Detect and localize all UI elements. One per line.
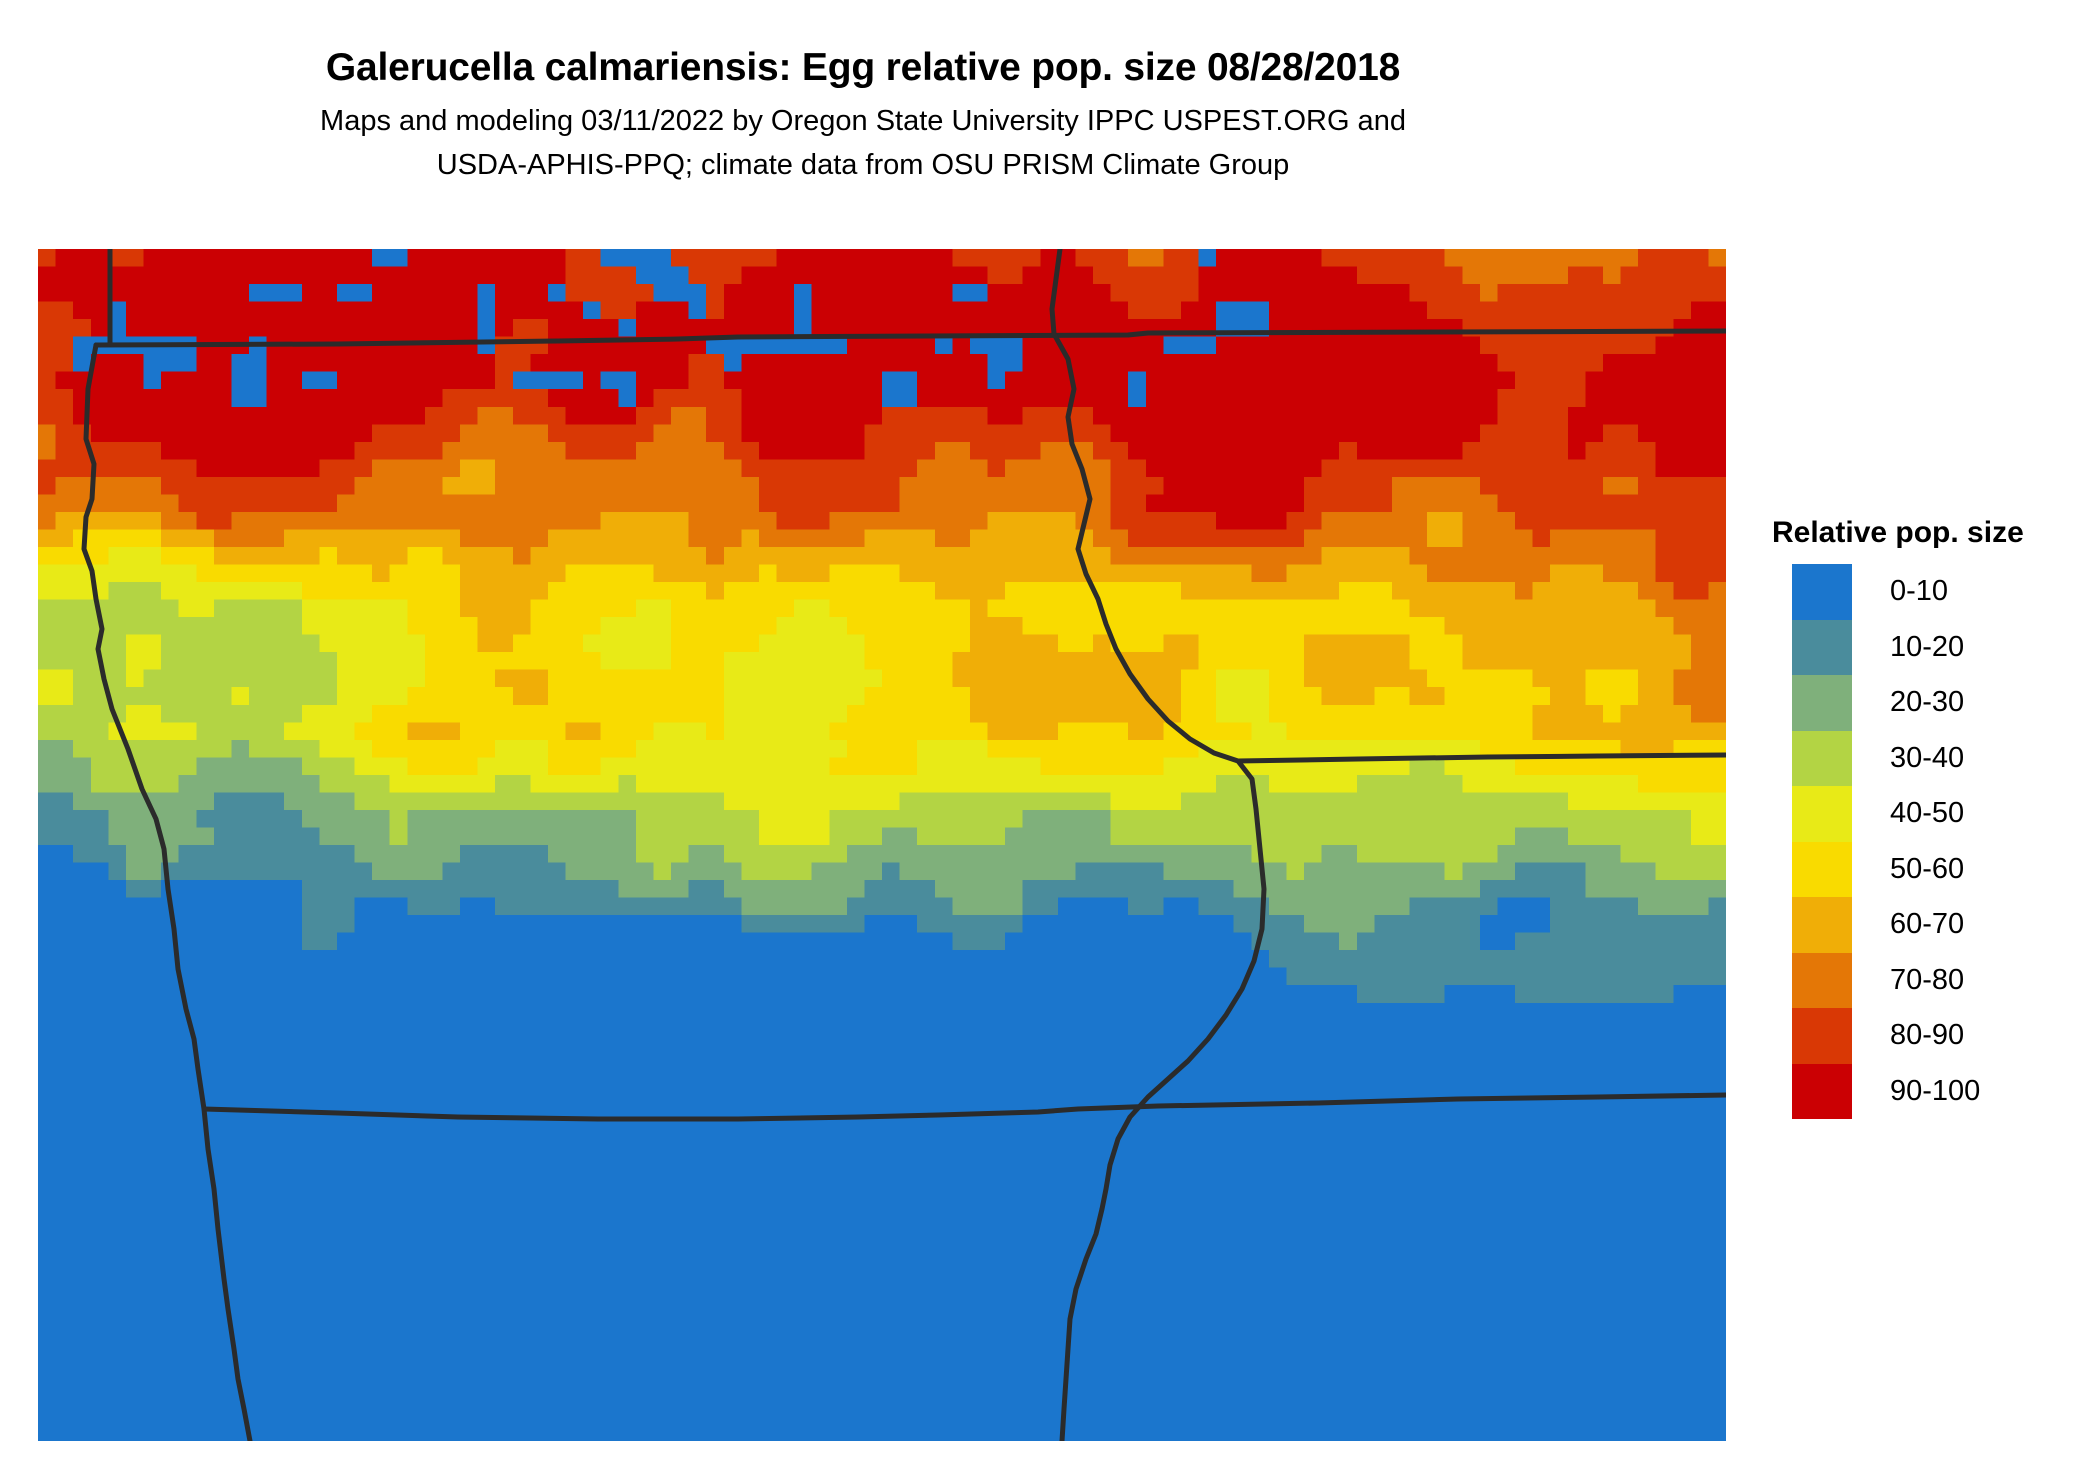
legend-item-20-30[interactable]: 20-30 — [1792, 675, 2072, 731]
legend-item-10-20[interactable]: 10-20 — [1792, 619, 2072, 675]
legend-swatch-40-50 — [1792, 786, 1852, 842]
legend-label-60-70: 60-70 — [1890, 908, 1965, 941]
border-west-vertical — [81, 342, 253, 1441]
page-title: Galerucella calmariensis: Egg relative p… — [325, 46, 1401, 89]
legend-swatch-70-80 — [1792, 952, 1852, 1008]
legend-item-50-60[interactable]: 50-60 — [1792, 841, 2072, 897]
legend-label-40-50: 40-50 — [1890, 797, 1965, 830]
legend-item-0-10[interactable]: 0-10 — [1792, 564, 2072, 620]
legend-swatch-10-20 — [1792, 619, 1852, 675]
border-south-horizontal — [201, 1092, 1726, 1122]
legend-swatch-80-90 — [1792, 1008, 1852, 1064]
subtitle: Maps and modeling 03/11/2022 by Oregon S… — [0, 99, 1726, 187]
legend-swatch-20-30 — [1792, 675, 1852, 731]
legend-item-30-40[interactable]: 30-40 — [1792, 730, 2072, 786]
title-block: Galerucella calmariensis: Egg relative p… — [0, 0, 1726, 187]
raster-layer — [38, 249, 1726, 1441]
legend-item-60-70[interactable]: 60-70 — [1792, 897, 2072, 953]
legend-item-40-50[interactable]: 40-50 — [1792, 786, 2072, 842]
legend-label-80-90: 80-90 — [1890, 1019, 1965, 1052]
legend-label-70-80: 70-80 — [1890, 963, 1965, 996]
map-raster-panel[interactable] — [38, 249, 1726, 1441]
border-east-river — [1049, 249, 1267, 1441]
legend-label-50-60: 50-60 — [1890, 852, 1965, 885]
legend: Relative pop. size 0-10 10-20 20-30 30-40 40… — [1772, 516, 2072, 1119]
legend-swatch-30-40 — [1792, 730, 1852, 786]
legend-label-20-30: 20-30 — [1890, 686, 1965, 719]
legend-label-10-20: 10-20 — [1890, 630, 1965, 663]
raster-canvas — [38, 249, 1726, 1441]
administrative-boundaries-layer — [81, 249, 1726, 1441]
legend-label-0-10: 0-10 — [1890, 575, 1949, 608]
legend-swatch-0-10 — [1792, 564, 1852, 620]
border-east-horizontal — [1235, 752, 1726, 764]
border-north-horizontal — [93, 328, 1726, 348]
subtitle-line-1: Maps and modeling 03/11/2022 by Oregon S… — [320, 105, 1406, 137]
legend-item-70-80[interactable]: 70-80 — [1792, 952, 2072, 1008]
legend-swatch-60-70 — [1792, 897, 1852, 953]
legend-item-80-90[interactable]: 80-90 — [1792, 1008, 2072, 1064]
legend-label-90-100: 90-100 — [1890, 1074, 1981, 1107]
legend-item-90-100[interactable]: 90-100 — [1792, 1063, 2072, 1119]
legend-rows: 0-10 10-20 20-30 30-40 40-50 50-60 60-70 70-80 8… — [1792, 564, 2072, 1119]
legend-title: Relative pop. size — [1772, 516, 2024, 549]
legend-swatch-50-60 — [1792, 841, 1852, 897]
subtitle-line-2: USDA-APHIS-PPQ; climate data from OSU PR… — [436, 149, 1290, 181]
legend-label-30-40: 30-40 — [1890, 741, 1965, 774]
legend-swatch-90-100 — [1792, 1063, 1852, 1119]
